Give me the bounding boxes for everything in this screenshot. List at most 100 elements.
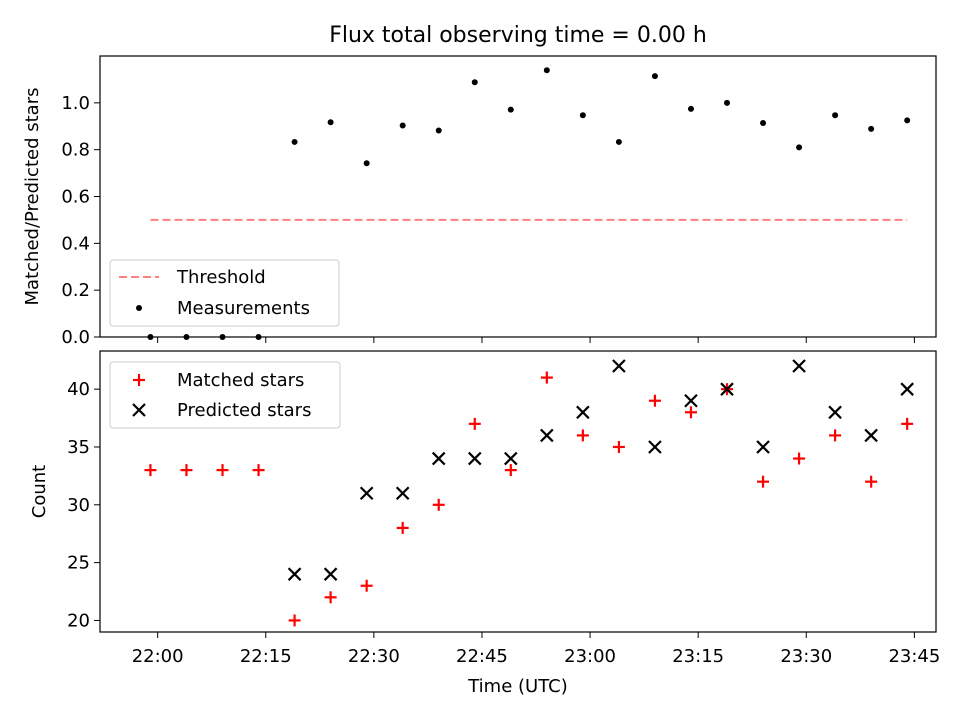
predicted-star-point-b	[287, 567, 302, 581]
measurement-point	[255, 334, 262, 340]
measurement-point	[543, 67, 550, 74]
measurement-point	[687, 105, 694, 112]
predicted-star-point-b	[576, 405, 590, 420]
measurement-point	[183, 334, 190, 340]
legend-measurements-swatch	[136, 305, 142, 311]
predicted-star-point-b	[684, 393, 698, 408]
measurement-point	[760, 119, 767, 126]
measurement-point	[507, 106, 514, 113]
count-xtick-label: 22:15	[240, 646, 292, 667]
legend-measurements-label: Measurements	[177, 298, 310, 319]
matched-star-point	[180, 464, 193, 477]
predicted-star-point-b	[540, 428, 554, 443]
count-panel: 20 25 30 35 40 22:00 22:15 22:30 22:45 23:00 23:15…	[29, 350, 940, 697]
matched-star-point	[396, 521, 409, 534]
measurement-point	[219, 334, 226, 340]
predicted-star-point	[828, 405, 842, 420]
count-legend: Matched stars Predicted stars	[109, 361, 341, 429]
predicted-star-point	[612, 359, 626, 373]
count-ytick-label: 35	[67, 437, 90, 458]
ratio-ytick-label: 0.8	[61, 140, 90, 161]
predicted-star-point	[323, 567, 338, 581]
count-ytick-label: 20	[67, 610, 90, 631]
legend-matched-label: Matched stars	[177, 370, 304, 391]
predicted-star-point	[648, 440, 662, 454]
measurement-point	[327, 119, 334, 126]
predicted-star-point	[359, 486, 374, 501]
count-ytick-label: 30	[67, 495, 90, 516]
predicted-star-point	[576, 405, 590, 420]
count-legend-box	[109, 361, 341, 429]
predicted-star-point	[720, 382, 734, 396]
predicted-star-point	[467, 451, 482, 466]
matched-star-point	[144, 464, 157, 477]
measurement-point	[651, 73, 658, 80]
matched-star-point	[540, 371, 553, 384]
matched-star-point	[324, 591, 337, 604]
measurement-point	[399, 122, 406, 129]
matched-star-point	[216, 464, 229, 477]
measurement-point	[796, 144, 803, 151]
matched-star-point	[757, 475, 770, 488]
matched-star-point	[252, 464, 265, 477]
ratio-legend: Threshold Measurements	[109, 259, 340, 327]
measurement-point	[868, 125, 875, 132]
predicted-star-point	[900, 382, 914, 396]
predicted-star-point	[504, 451, 518, 466]
measurement-point	[615, 138, 622, 145]
matched-star-point	[504, 464, 517, 477]
count-xtick-label: 23:15	[672, 646, 724, 667]
predicted-star-point-b	[864, 428, 878, 443]
measurement-point	[724, 99, 730, 106]
legend-predicted-label: Predicted stars	[177, 400, 311, 421]
ratio-ytick-label: 0.4	[61, 233, 90, 254]
ratio-ylabel: Matched/Predicted stars	[22, 88, 43, 306]
ratio-legend-box	[109, 259, 340, 327]
matched-star-point	[432, 498, 445, 511]
predicted-star-point-b	[720, 382, 734, 396]
ratio-panel: 0.0 0.2 0.4 0.6 0.8 1.0 Matched/Predicted star…	[22, 55, 937, 348]
matched-star-point	[576, 429, 589, 442]
matched-star-point	[612, 440, 625, 453]
predicted-star-point-b	[504, 451, 518, 466]
count-ytick-label: 40	[67, 379, 90, 400]
predicted-star-point	[431, 451, 446, 466]
measurement-point	[291, 138, 298, 145]
count-xtick-label: 22:00	[132, 646, 184, 667]
count-xtick-label: 23:30	[780, 646, 832, 667]
count-ytick-label: 25	[67, 553, 90, 574]
ratio-ytick-label: 1.0	[61, 93, 90, 114]
matched-star-point	[468, 417, 481, 430]
predicted-star-point	[864, 428, 878, 443]
ratio-ytick-label: 0.0	[61, 327, 90, 348]
predicted-star-point-b	[359, 486, 374, 501]
legend-predicted-swatch-b	[132, 403, 146, 417]
count-xtick-label: 23:00	[564, 646, 616, 667]
matched-star-point	[901, 417, 914, 430]
legend-matched-swatch	[133, 374, 145, 386]
measurement-point	[363, 160, 370, 167]
measurement-point	[904, 117, 911, 124]
ratio-ytick-label: 0.2	[61, 280, 90, 301]
predicted-star-point	[395, 486, 410, 501]
predicted-star-point-b	[395, 486, 410, 501]
predicted-star-point-b	[792, 359, 806, 373]
count-axes-frame	[99, 350, 937, 633]
matched-star-point	[865, 475, 878, 488]
predicted-star-point	[540, 428, 554, 443]
predicted-star-point	[792, 359, 806, 373]
predicted-star-point	[756, 440, 770, 454]
matched-star-point	[288, 614, 301, 627]
measurement-point	[471, 79, 478, 86]
matched-star-point	[360, 579, 373, 592]
matched-star-point	[648, 394, 661, 407]
count-xtick-label: 22:30	[348, 646, 400, 667]
predicted-star-point-b	[828, 405, 842, 420]
matched-star-point	[684, 406, 697, 419]
predicted-star-point-b	[612, 359, 626, 373]
count-xtick-label: 22:45	[456, 646, 508, 667]
measurement-point	[435, 127, 442, 134]
